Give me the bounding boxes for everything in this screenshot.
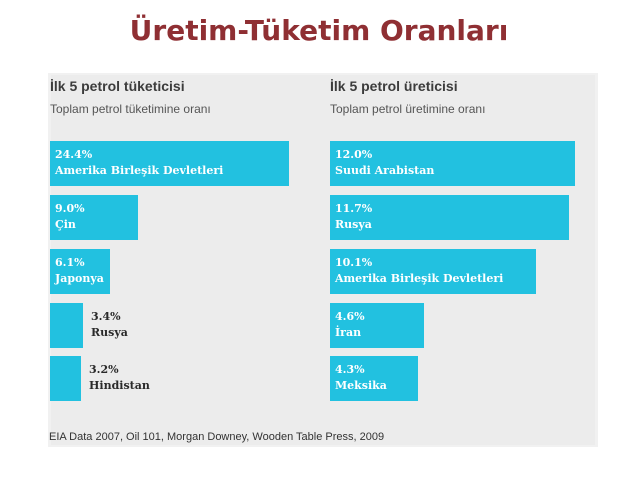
producer-bar-value-label: 4.3%	[335, 363, 365, 376]
producer-bar-category-label: Meksika	[335, 379, 387, 392]
producer-bar-value-label: 11.7%	[335, 202, 373, 215]
consumer-bar-value-label: 6.1%	[55, 256, 85, 269]
consumer-bar	[50, 141, 289, 186]
producer-bar	[330, 249, 536, 294]
slide-title: Üretim-Tüketim Oranları	[129, 14, 509, 47]
consumer-bar-value-label: 3.2%	[89, 363, 119, 376]
producer-bar-category-label: Amerika Birleşik Devletleri	[335, 272, 504, 285]
producer-bar	[330, 356, 418, 401]
producer-bar-category-label: Rusya	[335, 218, 372, 231]
producer-bar	[330, 195, 569, 240]
producer-bar-category-label: İran	[335, 326, 362, 339]
consumer-bar-value-label: 9.0%	[55, 202, 85, 215]
consumer-bar-category-label: Rusya	[91, 326, 128, 339]
producers-chart-subtitle: Toplam petrol üretimine oranı	[330, 102, 486, 116]
consumer-bar-value-label: 3.4%	[91, 310, 121, 323]
producer-bar-category-label: Suudi Arabistan	[335, 164, 435, 177]
consumer-bar-category-label: Japonya	[55, 272, 104, 285]
consumer-bar-category-label: Çin	[55, 218, 76, 231]
producer-bar-value-label: 4.6%	[335, 310, 365, 323]
producer-bar-value-label: 10.1%	[335, 256, 373, 269]
producer-bar	[330, 141, 575, 186]
consumer-bar-value-label: 24.4%	[55, 148, 93, 161]
producer-bar	[330, 303, 424, 348]
producer-bar-value-label: 12.0%	[335, 148, 373, 161]
source-note: EIA Data 2007, Oil 101, Morgan Downey, W…	[49, 431, 385, 443]
consumer-bar	[50, 303, 83, 348]
consumer-bar-category-label: Hindistan	[89, 379, 150, 392]
consumer-bar	[50, 249, 110, 294]
consumers-chart-title: İlk 5 petrol tüketicisi	[50, 78, 185, 94]
producers-chart-title: İlk 5 petrol üreticisi	[330, 78, 458, 94]
consumer-bar-category-label: Amerika Birleşik Devletleri	[55, 164, 224, 177]
consumer-bar	[50, 356, 81, 401]
consumer-bar	[50, 195, 138, 240]
consumers-chart-subtitle: Toplam petrol tüketimine oranı	[50, 102, 211, 116]
